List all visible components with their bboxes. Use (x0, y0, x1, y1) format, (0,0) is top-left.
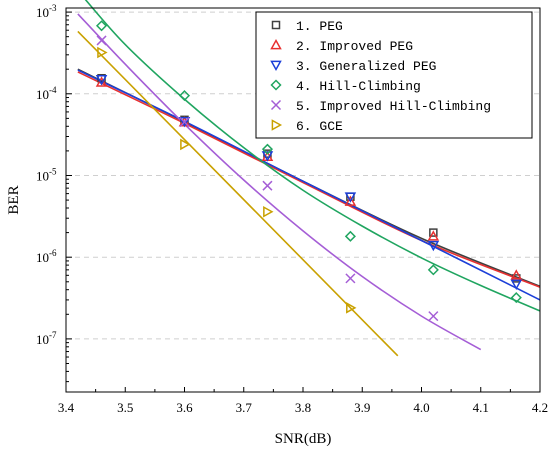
gce-point (263, 205, 274, 218)
x-tick-label: 3.4 (58, 400, 75, 415)
legend-label-hill-climbing: 4. Hill-Climbing (296, 79, 421, 94)
generalized-peg-point (95, 75, 108, 86)
peg-point (429, 228, 438, 237)
legend-label-improved-peg: 2. Improved PEG (296, 39, 413, 54)
x-tick-label: 3.6 (176, 400, 193, 415)
gce-point (180, 138, 191, 151)
hill-climbing-point (95, 20, 108, 32)
x-axis-ticks: 3.4 3.5 3.6 3.7 3.8 3.9 4.0 4.1 4.2 (58, 387, 548, 415)
x-tick-label: 4.0 (413, 400, 429, 415)
generalized-peg-fit-line (77, 69, 541, 301)
y-tick-label: 10-6 (36, 248, 57, 265)
x-tick-label: 4.1 (473, 400, 489, 415)
improved-hill-climbing-point (179, 117, 190, 128)
gce-point (346, 302, 357, 314)
hill-climbing-point (427, 264, 439, 276)
x-tick-label: 3.5 (117, 400, 133, 415)
legend-label-generalized-peg: 3. Generalized PEG (296, 59, 436, 74)
data-markers (95, 20, 523, 322)
gce-point (97, 46, 108, 59)
y-axis-label: BER (6, 185, 22, 214)
improved-peg-point (95, 76, 108, 87)
generalized-peg-point (427, 240, 440, 252)
x-tick-label: 3.7 (236, 400, 253, 415)
legend-marker-improved-peg (270, 38, 282, 50)
generalized-peg-point (261, 151, 274, 162)
x-tick-label: 3.9 (354, 400, 370, 415)
improved-hill-climbing-point (262, 180, 273, 191)
legend-marker-improved-hill-climbing (270, 99, 282, 111)
generalized-peg-point (510, 279, 523, 291)
legend-marker-gce (271, 119, 283, 131)
legend: 1. PEG 2. Improved PEG 3. Generalized PEG 4… (255, 11, 533, 139)
hill-climbing-point (261, 143, 274, 155)
gce-fit-line (77, 30, 399, 357)
generalized-peg-point (344, 192, 357, 203)
legend-marker-hill-climbing (270, 79, 282, 91)
hill-climbing-point (178, 90, 191, 102)
legend-label-gce: 6. GCE (296, 119, 343, 134)
hill-climbing-fit-line (84, 0, 541, 312)
generalized-peg-point (178, 116, 191, 128)
legend-box (255, 11, 533, 139)
hill-climbing-point (344, 230, 356, 242)
x-axis-label: SNR(dB) (275, 431, 332, 447)
x-tick-label: 4.2 (532, 400, 548, 415)
legend-marker-peg (271, 20, 281, 30)
y-tick-label: 10-3 (36, 3, 57, 20)
x-tick-label: 3.8 (295, 400, 311, 415)
y-tick-label: 10-4 (36, 85, 57, 102)
improved-peg-point (510, 269, 523, 280)
y-tick-label: 10-5 (36, 166, 57, 183)
legend-marker-generalized-peg (270, 60, 282, 72)
improved-hill-climbing-point (96, 35, 107, 46)
fit-curves (77, 0, 541, 357)
y-axis-ticks: 10-3 10-4 10-5 10-6 10-7 (36, 3, 72, 383)
improved-peg-point (427, 230, 440, 241)
improved-hill-climbing-fit-line (77, 13, 482, 351)
improved-hill-climbing-point (428, 311, 439, 322)
improved-peg-point (344, 195, 357, 206)
improved-hill-climbing-point (345, 273, 356, 284)
hill-climbing-point (510, 292, 522, 304)
legend-label-peg: 1. PEG (296, 19, 343, 34)
y-tick-label: 10-7 (36, 330, 57, 347)
legend-label-improved-hill-climbing: 5. Improved Hill-Climbing (296, 99, 491, 114)
